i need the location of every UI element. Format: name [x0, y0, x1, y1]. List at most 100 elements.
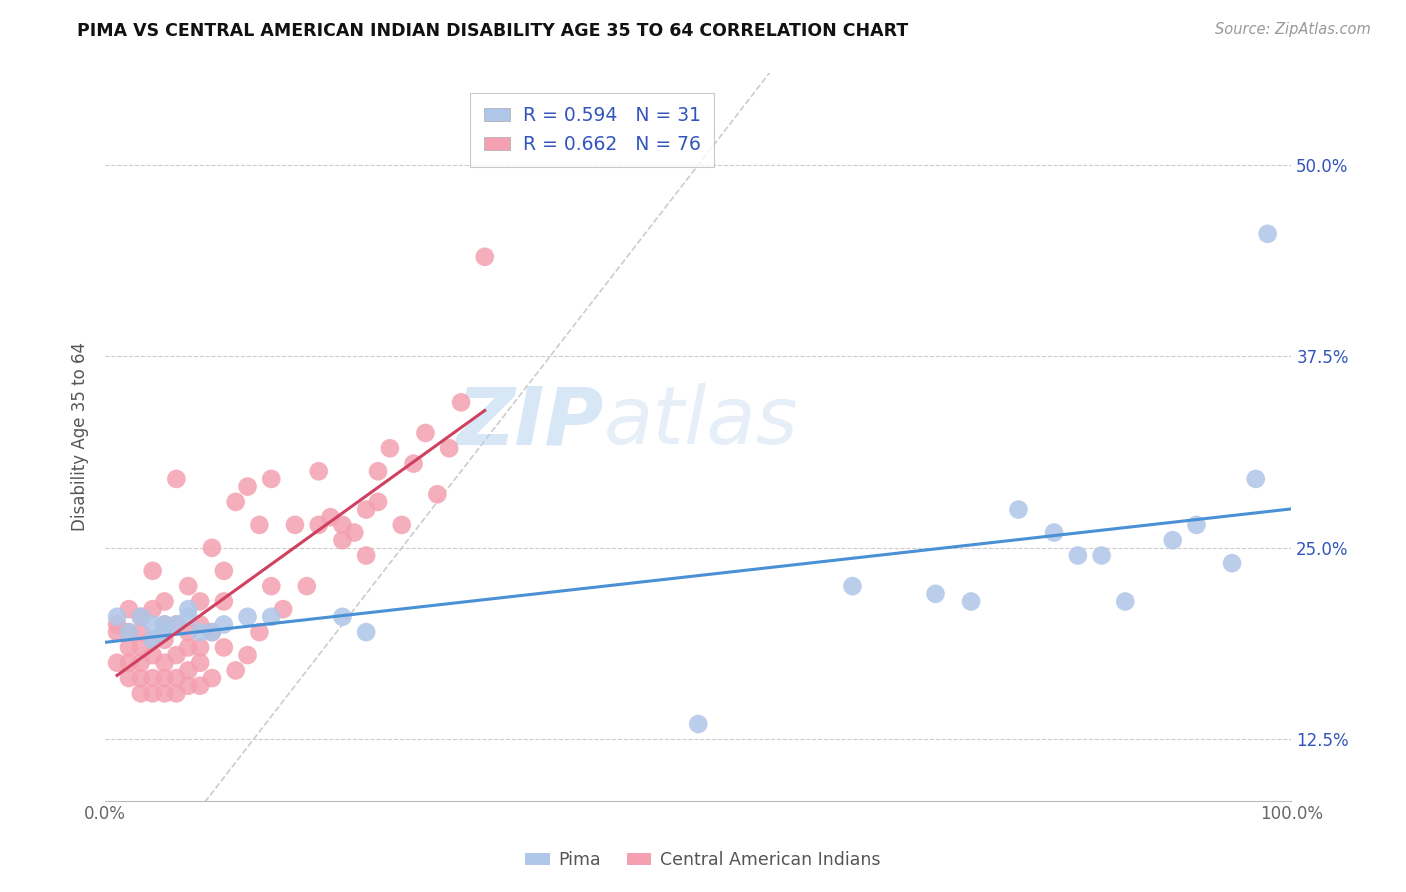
Point	[236, 648, 259, 662]
Point	[201, 671, 224, 685]
Point	[153, 671, 176, 685]
Point	[165, 671, 187, 685]
Point	[118, 602, 141, 616]
Point	[105, 609, 128, 624]
Point	[165, 686, 187, 700]
Point	[142, 686, 165, 700]
Point	[118, 625, 141, 640]
Point	[295, 579, 318, 593]
Point	[332, 517, 354, 532]
Point	[188, 656, 211, 670]
Point	[188, 617, 211, 632]
Point	[260, 609, 283, 624]
Point	[225, 664, 247, 678]
Point	[960, 594, 983, 608]
Point	[177, 609, 200, 624]
Point	[105, 625, 128, 640]
Point	[188, 679, 211, 693]
Point	[129, 609, 152, 624]
Point	[118, 640, 141, 655]
Point	[177, 664, 200, 678]
Point	[177, 625, 200, 640]
Point	[153, 594, 176, 608]
Point	[308, 517, 330, 532]
Point	[450, 395, 472, 409]
Point	[354, 549, 377, 563]
Point	[177, 579, 200, 593]
Text: PIMA VS CENTRAL AMERICAN INDIAN DISABILITY AGE 35 TO 64 CORRELATION CHART: PIMA VS CENTRAL AMERICAN INDIAN DISABILI…	[77, 22, 908, 40]
Point	[841, 579, 863, 593]
Point	[437, 442, 460, 456]
Point	[332, 609, 354, 624]
Point	[142, 671, 165, 685]
Point	[153, 617, 176, 632]
Point	[165, 617, 187, 632]
Point	[177, 602, 200, 616]
Point	[142, 617, 165, 632]
Point	[688, 717, 710, 731]
Point	[308, 464, 330, 478]
Point	[165, 648, 187, 662]
Point	[236, 479, 259, 493]
Point	[319, 510, 342, 524]
Point	[1220, 556, 1243, 570]
Point	[1161, 533, 1184, 548]
Point	[474, 250, 496, 264]
Point	[129, 686, 152, 700]
Point	[105, 617, 128, 632]
Legend: Pima, Central American Indians: Pima, Central American Indians	[519, 845, 887, 876]
Point	[284, 517, 307, 532]
Point	[271, 602, 294, 616]
Point	[212, 594, 235, 608]
Point	[212, 564, 235, 578]
Point	[188, 625, 211, 640]
Point	[105, 656, 128, 670]
Point	[118, 656, 141, 670]
Point	[177, 640, 200, 655]
Point	[153, 632, 176, 647]
Point	[129, 640, 152, 655]
Point	[249, 625, 271, 640]
Point	[367, 495, 389, 509]
Text: atlas: atlas	[603, 384, 799, 461]
Point	[201, 625, 224, 640]
Point	[391, 517, 413, 532]
Point	[236, 609, 259, 624]
Text: ZIP: ZIP	[456, 384, 603, 461]
Point	[1007, 502, 1029, 516]
Point	[1185, 517, 1208, 532]
Point	[212, 640, 235, 655]
Point	[153, 656, 176, 670]
Point	[212, 617, 235, 632]
Point	[1244, 472, 1267, 486]
Point	[367, 464, 389, 478]
Legend: R = 0.594   N = 31, R = 0.662   N = 76: R = 0.594 N = 31, R = 0.662 N = 76	[471, 94, 714, 167]
Point	[118, 671, 141, 685]
Point	[129, 656, 152, 670]
Point	[415, 425, 437, 440]
Point	[332, 533, 354, 548]
Point	[142, 602, 165, 616]
Point	[129, 671, 152, 685]
Point	[260, 472, 283, 486]
Point	[165, 617, 187, 632]
Point	[924, 587, 946, 601]
Point	[1043, 525, 1066, 540]
Point	[188, 640, 211, 655]
Point	[378, 442, 401, 456]
Point	[260, 579, 283, 593]
Point	[153, 617, 176, 632]
Point	[165, 472, 187, 486]
Point	[1257, 227, 1279, 241]
Point	[188, 594, 211, 608]
Point	[129, 625, 152, 640]
Text: Source: ZipAtlas.com: Source: ZipAtlas.com	[1215, 22, 1371, 37]
Point	[177, 679, 200, 693]
Point	[402, 457, 425, 471]
Point	[118, 625, 141, 640]
Point	[153, 625, 176, 640]
Point	[153, 686, 176, 700]
Point	[142, 632, 165, 647]
Point	[354, 625, 377, 640]
Point	[1090, 549, 1112, 563]
